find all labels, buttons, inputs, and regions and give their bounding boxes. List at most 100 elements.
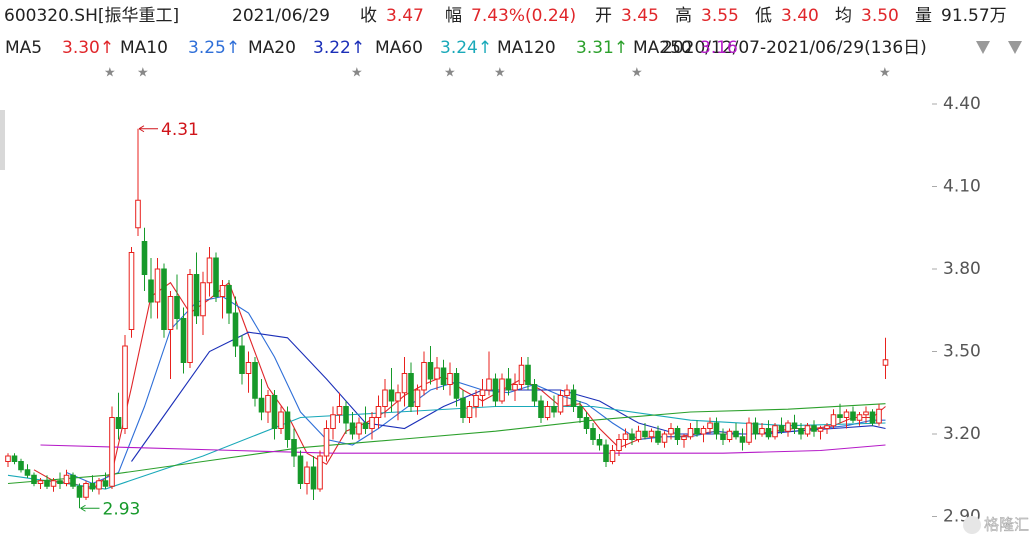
quote-value: 3.47: [386, 6, 424, 26]
candle: [122, 335, 128, 434]
candle-body: [226, 285, 232, 314]
candle: [148, 258, 154, 319]
candle: [174, 274, 180, 330]
candle: [837, 403, 843, 423]
quote-label: 量: [915, 6, 932, 26]
candle: [434, 357, 440, 390]
candle-body: [466, 406, 473, 418]
star: ★: [351, 66, 363, 81]
candle-body: [245, 362, 252, 374]
candle: [297, 450, 304, 489]
candle-body: [531, 384, 538, 402]
candle: [50, 478, 57, 492]
candle: [694, 420, 700, 437]
candle-body: [590, 428, 596, 440]
candle: [739, 428, 746, 451]
candle: [590, 423, 596, 445]
candle: [44, 475, 50, 489]
candle: [31, 472, 37, 487]
candle: [551, 395, 557, 418]
candle-body: [187, 274, 193, 363]
candle: [291, 428, 297, 467]
quote-label: 低: [755, 6, 772, 26]
quote-value: 3.40: [781, 6, 819, 26]
legend-value: 3.16: [700, 38, 738, 58]
legend-value: 3.22↑: [313, 38, 365, 58]
candle: [876, 403, 882, 426]
dropdown[interactable]: [1008, 41, 1022, 54]
candle-body: [336, 406, 343, 416]
candle-body: [473, 395, 479, 407]
candle: [427, 346, 434, 385]
candle-body: [232, 312, 239, 347]
candle-body: [629, 433, 635, 440]
candle: [239, 335, 245, 385]
candle: [395, 384, 401, 421]
candle-body: [752, 422, 759, 435]
candle-body: [733, 430, 739, 438]
candle: [115, 392, 122, 440]
candle: [343, 401, 349, 434]
candle-body: [148, 279, 154, 303]
star: ★: [104, 66, 116, 81]
candle-body: [349, 422, 356, 435]
candle-body: [824, 425, 830, 429]
candle-body: [401, 373, 408, 394]
candle: [265, 390, 271, 423]
candle: [258, 379, 265, 421]
annotation-label: 2.93: [103, 499, 141, 519]
candle: [83, 480, 89, 500]
candle-body: [252, 362, 258, 399]
range: 2020/12/07-2021/06/29(136日): [662, 38, 927, 58]
candle: [466, 401, 473, 423]
legend-value: 3.24↑: [440, 38, 492, 58]
candle: [284, 406, 291, 448]
legend-name: MA60: [375, 38, 423, 58]
candle: [772, 423, 778, 440]
candle-body: [869, 411, 876, 424]
stock-code: 600320.SH[振华重工]: [4, 6, 179, 26]
candle: [356, 417, 362, 440]
candle-body: [551, 406, 557, 413]
annotation-label: 4.31: [161, 120, 199, 140]
candle: [538, 395, 544, 423]
candle: [473, 390, 479, 418]
candle-body: [642, 430, 648, 438]
candle-body: [271, 395, 278, 429]
candle: [785, 420, 791, 437]
candle-body: [739, 436, 746, 443]
quote-value: 3.50: [861, 6, 899, 26]
candle-body: [453, 373, 460, 399]
candle-body: [811, 425, 817, 432]
y-tick-label: 3.50: [943, 342, 981, 362]
candle: [486, 351, 492, 396]
candle-body: [668, 428, 674, 435]
candle-body: [375, 406, 382, 418]
candle: [635, 425, 642, 443]
candle-body: [434, 367, 440, 380]
candle: [811, 420, 817, 437]
candle: [362, 406, 369, 434]
candle: [603, 439, 609, 467]
candle-body: [180, 318, 187, 363]
candle: [206, 247, 213, 297]
candle-body: [817, 428, 824, 432]
candle-body: [427, 362, 434, 380]
candle-body: [141, 241, 148, 275]
candle-body: [843, 411, 850, 418]
candle: [37, 478, 44, 489]
candle-body: [596, 439, 603, 446]
candle-body: [577, 406, 583, 418]
y-tick-label: 3.20: [943, 424, 981, 444]
candle: [330, 406, 336, 440]
dropdown[interactable]: [976, 41, 990, 54]
candle-body: [655, 430, 661, 443]
candle-body: [24, 469, 31, 476]
legend-name: MA10: [120, 38, 168, 58]
candle: [596, 434, 603, 451]
candle: [70, 472, 76, 489]
candle-body: [193, 274, 200, 317]
candle-body: [746, 422, 752, 443]
y-tick-label: 4.10: [943, 177, 981, 197]
candle: [401, 357, 408, 407]
